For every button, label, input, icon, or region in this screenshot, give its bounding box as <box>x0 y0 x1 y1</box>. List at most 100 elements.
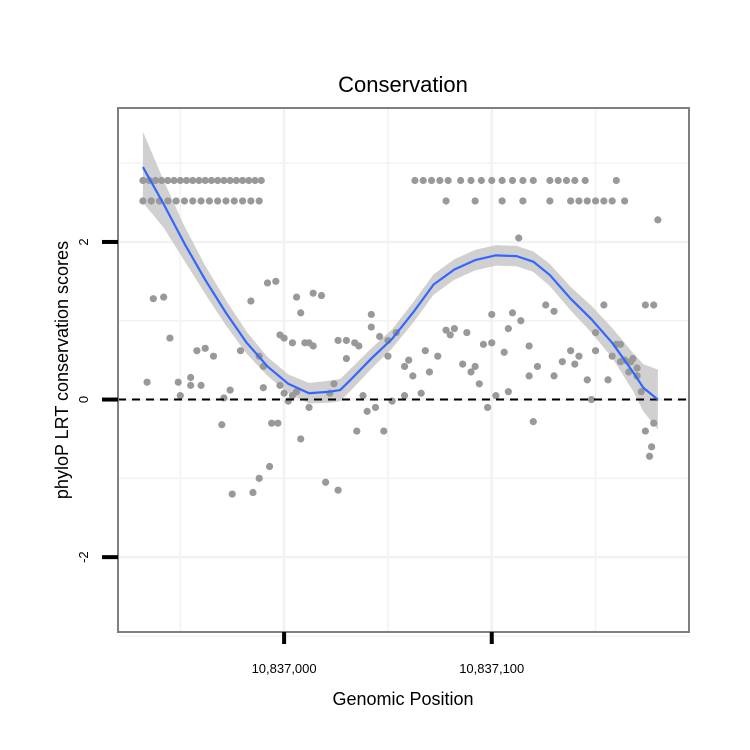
data-point <box>380 427 388 435</box>
data-point <box>384 352 392 360</box>
data-point <box>567 347 575 355</box>
x-axis-ticks: 10,837,000 10,837,100 <box>252 632 524 676</box>
data-point <box>427 176 436 185</box>
data-point <box>301 339 309 347</box>
data-point <box>292 293 301 301</box>
data-point <box>160 293 168 301</box>
data-point <box>409 372 417 380</box>
data-point <box>371 403 380 412</box>
data-point <box>309 342 317 350</box>
data-point <box>492 392 500 400</box>
data-point <box>546 176 554 185</box>
data-point <box>419 176 427 185</box>
y-tick-label-1: 0 <box>76 396 91 403</box>
data-point <box>645 452 654 460</box>
data-point <box>650 419 658 427</box>
data-point <box>475 380 483 388</box>
data-point <box>218 421 226 429</box>
data-point <box>309 289 317 297</box>
data-point <box>654 216 662 224</box>
data-point <box>149 295 157 303</box>
data-point <box>446 331 454 339</box>
data-point <box>517 317 525 325</box>
y-tick-label-0: -2 <box>76 551 91 563</box>
data-point <box>355 342 363 350</box>
data-point <box>288 339 297 347</box>
data-point <box>197 197 205 205</box>
data-point <box>562 176 571 185</box>
data-point <box>305 403 313 412</box>
data-point <box>259 384 267 392</box>
data-point <box>195 176 203 185</box>
data-point <box>176 392 184 400</box>
x-tick-label-1: 10,837,100 <box>459 661 524 676</box>
data-point <box>483 403 492 412</box>
data-point <box>421 347 429 355</box>
data-point <box>232 176 240 185</box>
data-point <box>498 197 506 205</box>
data-point <box>214 176 222 185</box>
data-point <box>297 435 305 443</box>
data-point <box>255 197 263 205</box>
data-point <box>201 344 209 352</box>
data-point <box>174 378 182 386</box>
smooth-line <box>141 166 659 401</box>
data-point <box>608 197 616 205</box>
data-point <box>504 388 512 396</box>
x-axis-title: Genomic Position <box>332 689 473 709</box>
data-point <box>139 176 147 185</box>
data-point <box>276 381 284 389</box>
data-point <box>222 197 230 205</box>
data-point <box>471 362 479 371</box>
data-point <box>575 197 583 205</box>
data-point <box>147 197 155 205</box>
data-point <box>257 176 265 185</box>
data-point <box>529 176 537 185</box>
data-point <box>508 309 517 317</box>
data-point <box>247 197 255 205</box>
data-point <box>604 376 612 384</box>
data-point <box>288 392 297 400</box>
data-point <box>359 392 367 400</box>
confidence-band-group <box>142 131 658 430</box>
data-point <box>467 368 475 376</box>
data-point <box>542 301 550 309</box>
data-point <box>457 176 465 185</box>
data-point <box>166 334 174 342</box>
data-point <box>342 354 350 363</box>
data-point <box>176 176 184 185</box>
data-point <box>209 352 218 360</box>
x-tick-label-0: 10,837,000 <box>252 661 317 676</box>
data-points-group <box>139 176 662 498</box>
data-point <box>425 368 434 376</box>
data-point <box>317 291 326 300</box>
data-point <box>170 176 178 185</box>
data-point <box>600 197 608 205</box>
data-point <box>637 388 645 396</box>
data-point <box>172 197 180 205</box>
data-point <box>515 234 523 242</box>
data-point <box>400 392 409 400</box>
data-point <box>251 176 259 185</box>
data-point <box>498 176 506 185</box>
data-point <box>363 407 371 415</box>
data-point <box>238 176 247 185</box>
chart-title: Conservation <box>338 72 468 97</box>
data-point <box>249 488 257 497</box>
data-point <box>550 372 558 380</box>
data-point <box>600 301 608 309</box>
data-point <box>376 332 384 341</box>
data-point <box>621 197 629 205</box>
data-point <box>633 364 641 372</box>
data-point <box>571 176 579 185</box>
data-point <box>612 176 620 185</box>
data-point <box>641 301 649 309</box>
data-point <box>334 486 342 494</box>
y-axis-title: phyloP LRT conservation scores <box>52 241 72 499</box>
data-point <box>467 176 475 185</box>
data-point <box>479 340 488 348</box>
data-point <box>591 347 600 355</box>
data-point <box>187 373 195 382</box>
data-point <box>616 340 625 348</box>
